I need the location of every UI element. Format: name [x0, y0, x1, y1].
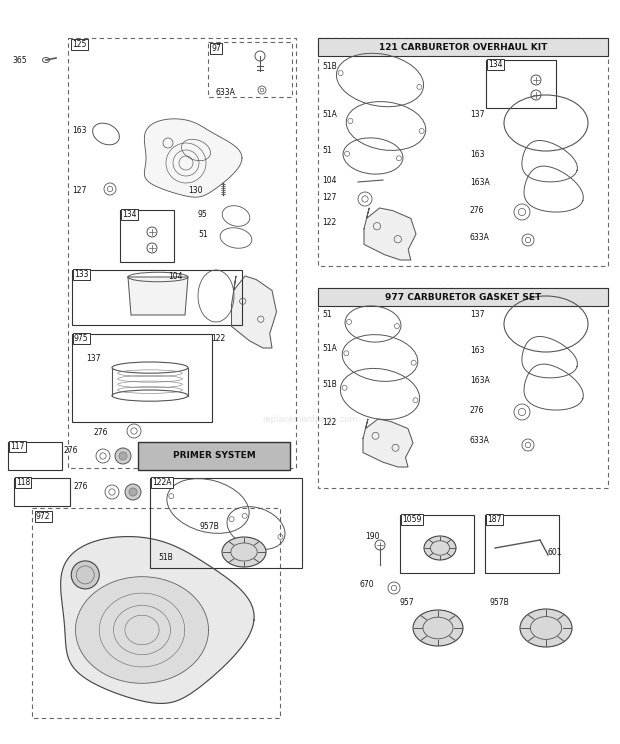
Text: 122A: 122A [152, 478, 172, 487]
Text: 122: 122 [322, 418, 336, 427]
Circle shape [125, 484, 141, 500]
Text: 365: 365 [12, 56, 27, 65]
Ellipse shape [424, 536, 456, 560]
Text: 957B: 957B [490, 598, 510, 607]
Circle shape [115, 448, 131, 464]
Text: 104: 104 [322, 176, 337, 185]
Text: 133: 133 [74, 270, 89, 279]
Text: 97: 97 [211, 44, 221, 53]
Text: 137: 137 [86, 354, 100, 363]
Polygon shape [363, 419, 413, 467]
Text: PRIMER SYSTEM: PRIMER SYSTEM [172, 452, 255, 461]
Text: 633A: 633A [216, 88, 236, 97]
Bar [8, 442, 62, 470]
Bar [485, 515, 559, 573]
Text: 125: 125 [72, 40, 86, 49]
Text: 51A: 51A [322, 344, 337, 353]
Text: 137: 137 [470, 310, 484, 319]
Bar [318, 288, 608, 306]
Bar [486, 60, 556, 108]
Bar [14, 478, 70, 506]
Text: 51B: 51B [322, 380, 337, 389]
Polygon shape [76, 577, 208, 683]
Text: 134: 134 [122, 210, 136, 219]
Text: 51B: 51B [158, 553, 173, 562]
Text: 163: 163 [470, 150, 484, 159]
Text: 95: 95 [198, 210, 208, 219]
Bar [400, 515, 474, 573]
Text: 276: 276 [94, 428, 108, 437]
Polygon shape [364, 208, 416, 260]
Text: 957B: 957B [200, 522, 219, 531]
Bar [150, 478, 302, 568]
Text: 276: 276 [74, 482, 89, 491]
Text: replacementparts.com: replacementparts.com [262, 415, 358, 425]
Text: 972: 972 [36, 512, 50, 521]
Text: 276: 276 [64, 446, 79, 455]
Text: 276: 276 [470, 406, 484, 415]
Text: 121 CARBURETOR OVERHAUL KIT: 121 CARBURETOR OVERHAUL KIT [379, 42, 547, 51]
FancyBboxPatch shape [138, 442, 290, 470]
Text: 51: 51 [322, 146, 332, 155]
Bar [318, 288, 608, 488]
Text: 51A: 51A [322, 110, 337, 119]
Bar [68, 38, 296, 468]
Text: 633A: 633A [470, 233, 490, 242]
Text: 163: 163 [470, 346, 484, 355]
Text: 163: 163 [72, 126, 87, 135]
Ellipse shape [520, 609, 572, 647]
Polygon shape [144, 119, 242, 197]
Polygon shape [128, 277, 188, 315]
Text: 127: 127 [72, 186, 86, 195]
Text: 51: 51 [322, 310, 332, 319]
Text: 122: 122 [211, 334, 225, 343]
Text: 187: 187 [487, 515, 502, 524]
Bar [208, 42, 292, 97]
Text: 957: 957 [400, 598, 415, 607]
Text: 163A: 163A [470, 178, 490, 187]
Bar [120, 210, 174, 262]
Text: 118: 118 [16, 478, 30, 487]
Text: 1059: 1059 [402, 515, 422, 524]
Text: 163A: 163A [470, 376, 490, 385]
Text: 601: 601 [548, 548, 562, 557]
Text: 117: 117 [10, 442, 24, 451]
Ellipse shape [413, 610, 463, 646]
Polygon shape [231, 276, 277, 348]
Text: 975: 975 [74, 334, 89, 343]
Text: 134: 134 [488, 60, 502, 69]
Text: 670: 670 [360, 580, 374, 589]
Text: 51: 51 [198, 230, 208, 239]
Bar [32, 508, 280, 718]
Text: 122: 122 [322, 218, 336, 227]
Text: 190: 190 [365, 532, 379, 541]
Bar [318, 38, 608, 266]
Circle shape [129, 488, 137, 496]
Text: 977 CARBURETOR GASKET SET: 977 CARBURETOR GASKET SET [385, 292, 541, 301]
Text: 276: 276 [470, 206, 484, 215]
Polygon shape [61, 536, 254, 703]
Bar [72, 334, 212, 422]
Text: 633A: 633A [470, 436, 490, 445]
Circle shape [71, 561, 99, 589]
Text: 104: 104 [168, 272, 182, 281]
Bar [318, 38, 608, 56]
Bar [72, 270, 242, 325]
Text: 137: 137 [470, 110, 484, 119]
Text: 127: 127 [322, 193, 337, 202]
Circle shape [119, 452, 127, 460]
Text: 130: 130 [188, 186, 203, 195]
Text: 51B: 51B [322, 62, 337, 71]
Ellipse shape [222, 537, 266, 567]
